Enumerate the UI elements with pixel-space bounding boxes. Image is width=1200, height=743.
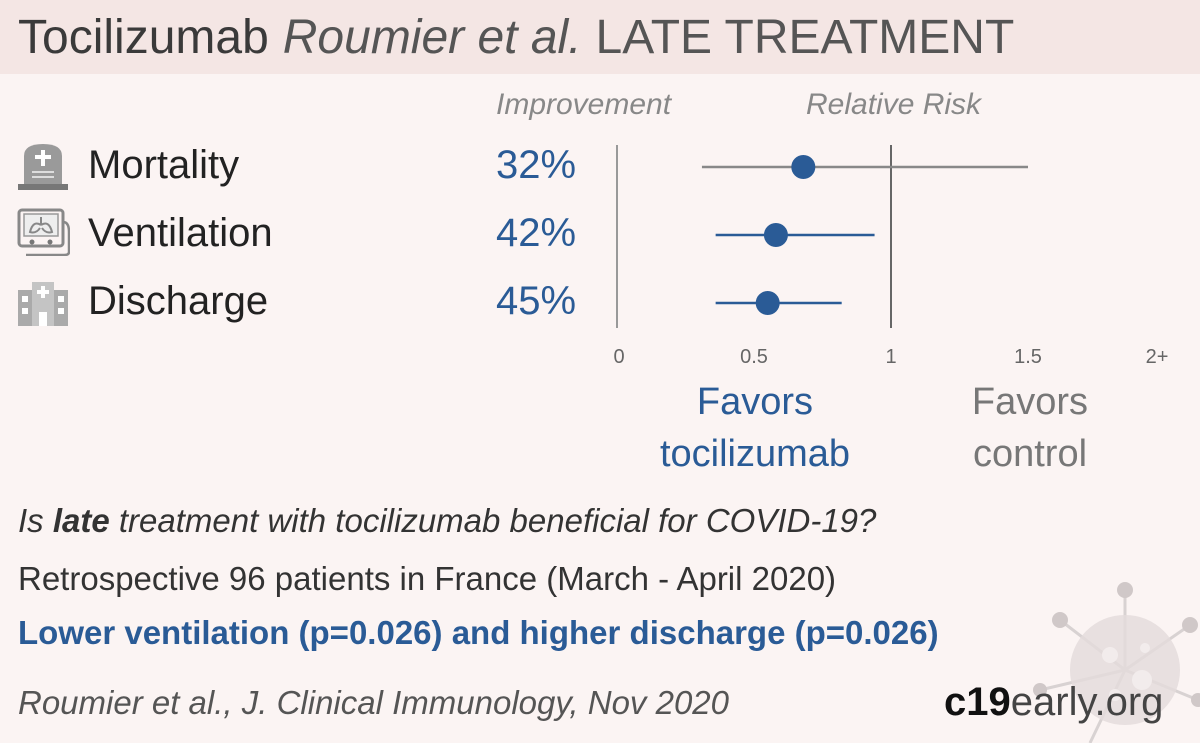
improvement-column-header: Improvement (496, 88, 672, 121)
point-estimate-discharge (755, 291, 780, 315)
outcome-label-ventilation: Ventilation (88, 211, 273, 255)
point-estimate-mortality (791, 155, 816, 179)
study-question: Is late treatment with tocilizumab benef… (18, 502, 876, 540)
question-emphasis: late (52, 502, 110, 539)
x-tick-label: 1 (885, 346, 896, 368)
favors-treatment-line2: tocilizumab (659, 433, 851, 475)
favors-treatment-line1: Favors (696, 381, 814, 423)
point-estimate-ventilation (763, 223, 788, 247)
outcome-label-discharge: Discharge (88, 279, 269, 323)
brand-part1: c19 (944, 680, 1011, 724)
tombstone-icon (18, 144, 68, 190)
treatment-stage: LATE TREATMENT (595, 11, 1015, 64)
page-title: Tocilizumab Roumier et al. LATE TREATMENT (18, 8, 1014, 68)
header-bar: Tocilizumab Roumier et al. LATE TREATMENT (0, 0, 1200, 74)
favors-control-line1: Favors (971, 381, 1089, 423)
favors-treatment-label: Favors tocilizumab (640, 376, 870, 480)
x-tick-label: 2+ (1146, 346, 1169, 368)
drug-name: Tocilizumab (18, 11, 269, 64)
study-design: Retrospective 96 patients in France (Mar… (18, 560, 837, 597)
brand-logo: c19early.org (944, 680, 1163, 725)
favors-control-line2: control (972, 433, 1088, 475)
relative-risk-column-header: Relative Risk (806, 88, 982, 121)
improvement-value-discharge: 45% (496, 279, 577, 323)
brand-part3: .org (1094, 680, 1164, 724)
question-suffix: treatment with tocilizumab beneficial fo… (109, 502, 877, 539)
improvement-value-mortality: 32% (496, 143, 577, 187)
study-result: Lower ventilation (p=0.026) and higher d… (18, 614, 939, 651)
favors-control-label: Favors control (930, 376, 1130, 480)
x-tick-label: 0 (613, 346, 624, 368)
outcome-label-mortality: Mortality (88, 143, 240, 187)
hospital-icon (18, 282, 68, 326)
forest-plot: 0 0.5 1 1.5 2+ (613, 145, 1169, 368)
study-citation: Roumier et al., J. Clinical Immunology, … (18, 684, 730, 721)
study-authors: Roumier et al. (282, 11, 582, 64)
x-tick-label: 0.5 (740, 346, 768, 368)
brand-part2: early (1010, 680, 1095, 724)
improvement-value-ventilation: 42% (496, 211, 577, 255)
virus-watermark-icon (1033, 582, 1200, 743)
x-tick-label: 1.5 (1014, 346, 1042, 368)
question-prefix: Is (18, 502, 53, 539)
ventilator-icon (17, 208, 70, 256)
